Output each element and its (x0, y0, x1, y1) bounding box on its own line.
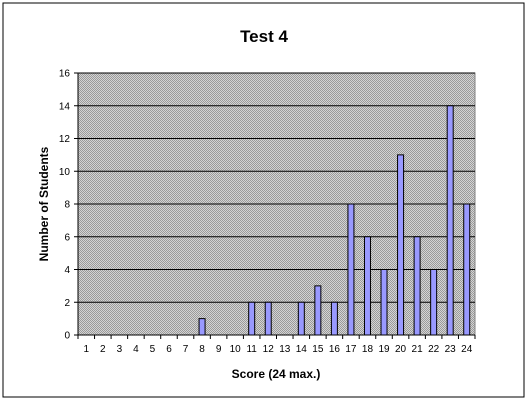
x-tick-label: 16 (329, 344, 341, 355)
x-tick-label: 21 (412, 344, 424, 355)
bar-score-8 (198, 318, 206, 336)
x-tick-labels: 1 2 3 4 5 6 7 8 9 10 11 12 13 14 15 16 17 18 19 20 21 22 23 24 (83, 344, 472, 355)
x-tick-label: 23 (445, 344, 457, 355)
x-tick-label: 3 (117, 344, 123, 355)
axes (74, 72, 476, 339)
x-tick-label: 13 (279, 344, 291, 355)
bar-score-16 (330, 301, 338, 336)
y-tick-label: 0 (64, 331, 70, 342)
x-tick-label: 17 (345, 344, 357, 355)
x-tick-label: 7 (183, 344, 189, 355)
x-tick-label: 1 (83, 344, 89, 355)
x-tick-label: 14 (296, 344, 308, 355)
bar-score-18 (363, 236, 371, 336)
x-tick-label: 11 (246, 344, 257, 355)
x-axis-label: Score (24 max.) (232, 367, 321, 381)
y-tick-label: 14 (59, 101, 71, 112)
bar-score-20 (397, 154, 405, 336)
y-axis-label: Number of Students (37, 146, 51, 261)
bar-score-17 (347, 203, 355, 336)
y-tick-label: 6 (64, 232, 70, 243)
bar-score-11 (248, 301, 256, 336)
bar-score-22 (430, 269, 438, 336)
bar-score-14 (297, 301, 305, 336)
y-tick-label: 16 (59, 69, 71, 80)
x-tick-label: 12 (263, 344, 275, 355)
y-tick-labels: 0 2 4 6 8 10 12 14 16 (59, 69, 71, 342)
y-tick-label: 10 (59, 167, 71, 178)
x-tick-label: 9 (216, 344, 222, 355)
x-tick-label: 2 (100, 344, 106, 355)
x-tick-label: 5 (150, 344, 156, 355)
x-tick-label: 8 (199, 344, 205, 355)
x-tick-label: 24 (461, 344, 473, 355)
x-tick-label: 18 (362, 344, 374, 355)
bar-score-12 (264, 301, 272, 336)
bar-score-24 (463, 203, 471, 336)
bar-score-21 (413, 236, 421, 336)
y-tick-label: 2 (64, 298, 70, 309)
y-tick-label: 4 (64, 265, 70, 276)
x-tick-label: 22 (428, 344, 440, 355)
y-tick-label: 8 (64, 200, 70, 211)
gridlines (78, 72, 475, 303)
x-tick-label: 19 (378, 344, 390, 355)
x-tick-label: 6 (166, 344, 172, 355)
x-tick-label: 20 (395, 344, 407, 355)
x-tick-label: 4 (133, 344, 139, 355)
x-tick-label: 15 (312, 344, 324, 355)
chart-title: Test 4 (240, 27, 288, 46)
bar-score-15 (314, 285, 322, 336)
bar-score-23 (446, 105, 454, 336)
bar-score-19 (380, 269, 388, 336)
bars (198, 105, 471, 336)
y-tick-label: 12 (59, 134, 71, 145)
x-tick-label: 10 (230, 344, 242, 355)
